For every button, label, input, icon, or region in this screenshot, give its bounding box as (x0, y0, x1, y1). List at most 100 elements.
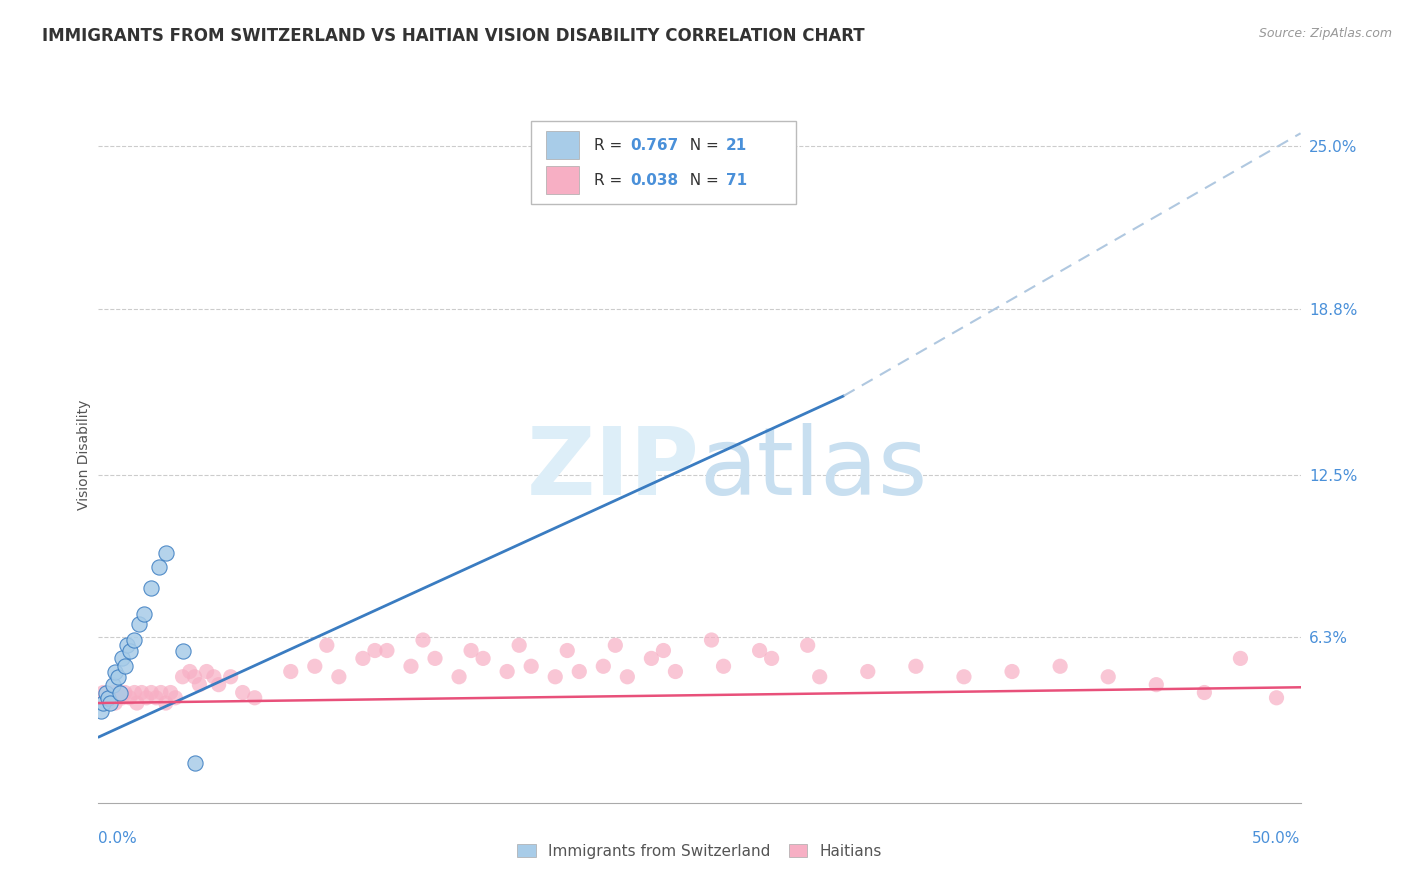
Point (172, 643, 194, 657)
Point (91, 696, 114, 710)
Point (165, 690, 187, 705)
Text: R =: R = (593, 172, 627, 187)
Point (111, 690, 134, 705)
Point (108, 685, 131, 699)
Point (128, 617, 150, 632)
Point (188, 678, 211, 692)
Point (117, 638, 139, 652)
Point (280, 665, 302, 679)
Text: 71: 71 (725, 172, 747, 187)
Point (1194, 685, 1216, 699)
Point (125, 696, 148, 710)
Point (141, 581, 163, 595)
Point (243, 690, 266, 705)
Point (1049, 659, 1071, 673)
Point (447, 670, 470, 684)
Point (375, 643, 398, 657)
FancyBboxPatch shape (531, 121, 796, 204)
Point (90, 704, 112, 718)
Point (195, 665, 218, 679)
Point (1097, 670, 1119, 684)
Point (232, 685, 254, 699)
Point (91, 685, 114, 699)
Point (97, 696, 120, 710)
Text: atlas: atlas (700, 423, 928, 515)
Point (304, 659, 326, 673)
Point (100, 696, 122, 710)
Point (208, 678, 231, 692)
Point (141, 685, 163, 699)
Point (796, 638, 818, 652)
Point (640, 651, 662, 665)
Point (544, 670, 567, 684)
Legend: Immigrants from Switzerland, Haitians: Immigrants from Switzerland, Haitians (512, 838, 887, 864)
Point (399, 659, 422, 673)
Point (132, 607, 155, 621)
Text: 0.767: 0.767 (630, 137, 678, 153)
Point (352, 651, 374, 665)
Point (172, 670, 194, 684)
Point (94, 685, 117, 699)
Point (202, 670, 225, 684)
Point (460, 643, 482, 657)
Point (761, 651, 783, 665)
Point (592, 659, 614, 673)
FancyBboxPatch shape (546, 166, 579, 194)
Text: N =: N = (681, 172, 724, 187)
Point (135, 690, 157, 705)
Point (108, 685, 131, 699)
Point (104, 696, 127, 710)
Point (713, 659, 735, 673)
Point (412, 633, 434, 648)
Point (179, 665, 201, 679)
Point (1265, 690, 1288, 705)
Point (605, 638, 627, 652)
Point (114, 685, 136, 699)
Point (101, 685, 124, 699)
Point (145, 690, 167, 705)
Point (1144, 678, 1167, 692)
Point (808, 670, 831, 684)
Point (856, 665, 879, 679)
Point (124, 685, 146, 699)
Point (664, 665, 686, 679)
Point (520, 659, 543, 673)
Point (555, 643, 578, 657)
Point (183, 756, 205, 771)
Point (159, 685, 181, 699)
Point (118, 690, 141, 705)
Point (568, 665, 591, 679)
Text: 50.0%: 50.0% (1253, 830, 1301, 846)
Point (97, 690, 120, 705)
Point (472, 651, 495, 665)
Point (328, 670, 350, 684)
Point (652, 643, 675, 657)
Point (1001, 665, 1024, 679)
Text: N =: N = (681, 137, 724, 153)
Point (155, 546, 177, 560)
Point (118, 643, 141, 657)
Point (155, 696, 177, 710)
Point (315, 638, 337, 652)
Text: 0.038: 0.038 (630, 172, 678, 187)
Point (496, 665, 519, 679)
Point (1229, 651, 1251, 665)
Y-axis label: Vision Disability: Vision Disability (77, 400, 91, 510)
Point (149, 685, 172, 699)
Point (508, 638, 530, 652)
Text: IMMIGRANTS FROM SWITZERLAND VS HAITIAN VISION DISABILITY CORRELATION CHART: IMMIGRANTS FROM SWITZERLAND VS HAITIAN V… (42, 27, 865, 45)
Point (904, 659, 927, 673)
Point (219, 670, 242, 684)
Point (183, 670, 205, 684)
Point (364, 643, 387, 657)
Text: 21: 21 (725, 137, 747, 153)
Point (748, 643, 770, 657)
Text: Source: ZipAtlas.com: Source: ZipAtlas.com (1258, 27, 1392, 40)
Point (148, 559, 170, 574)
Point (616, 670, 638, 684)
Point (107, 670, 129, 684)
Text: 0.0%: 0.0% (98, 830, 138, 846)
Point (114, 659, 136, 673)
Point (953, 670, 976, 684)
Point (124, 633, 146, 648)
